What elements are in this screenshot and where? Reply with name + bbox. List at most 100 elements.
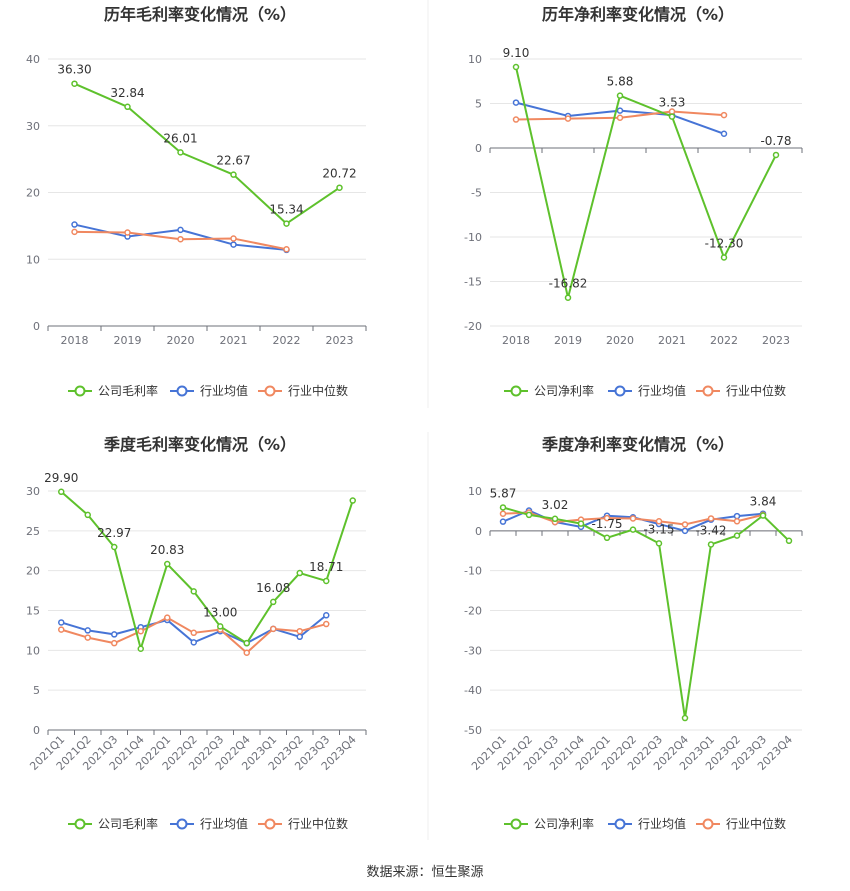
data-point-company: [785, 537, 793, 545]
data-point-company: [217, 623, 224, 630]
data-point-industry_avg: [177, 226, 184, 234]
data-point-company: [512, 63, 520, 71]
legend-label: 公司毛利率: [98, 383, 158, 398]
data-point-company: [603, 534, 611, 542]
data-label: -3.42: [695, 523, 726, 537]
data-point-industry_median: [283, 245, 290, 253]
data-point-industry_avg: [616, 107, 624, 114]
y-tick-label: 40: [26, 53, 40, 66]
chart-title: 季度净利率变化情况（%）: [541, 435, 734, 454]
data-point-company: [177, 149, 184, 156]
data-point-company: [296, 569, 303, 577]
data-point-industry_median: [243, 649, 250, 656]
data-point-company: [499, 504, 507, 511]
y-tick-label: 10: [468, 485, 482, 498]
data-label: 32.84: [110, 86, 144, 100]
data-point-industry_median: [603, 514, 611, 522]
data-point-company: [564, 294, 572, 301]
legend-label: 公司毛利率: [98, 816, 158, 831]
data-point-industry_avg: [71, 221, 78, 228]
chart-title: 季度毛利率变化情况（%）: [103, 435, 296, 454]
legend-swatch-marker: [74, 818, 86, 830]
chart-title: 历年净利率变化情况（%）: [542, 5, 734, 24]
legend-item-company: 公司毛利率: [68, 383, 158, 398]
data-label: 22.97: [97, 526, 131, 540]
data-point-industry_median: [190, 629, 197, 637]
x-tick-label: 2022: [710, 334, 738, 347]
y-tick-label: -30: [464, 644, 482, 657]
data-label: -12.30: [705, 236, 744, 250]
data-point-company: [137, 645, 144, 652]
data-label: 36.30: [57, 63, 91, 77]
data-point-company: [733, 532, 741, 539]
data-point-industry_avg: [58, 619, 65, 626]
x-tick-label: 2019: [114, 334, 142, 347]
data-point-industry_median: [564, 115, 572, 122]
data-point-industry_avg: [720, 130, 728, 138]
series-line-company: [515, 66, 777, 299]
legend-label: 行业均值: [638, 816, 686, 831]
series-line-company: [74, 82, 341, 225]
data-point-company: [336, 184, 343, 191]
y-tick-label: -5: [471, 187, 482, 200]
data-label: 20.83: [150, 543, 184, 557]
data-point-industry_median: [512, 116, 520, 123]
legend-swatch-marker: [74, 385, 86, 397]
legend-swatch-marker: [702, 385, 714, 397]
data-point-company: [551, 515, 559, 523]
data-label: 5.88: [607, 75, 634, 89]
data-point-industry_median: [668, 108, 676, 115]
x-tick-label: 2020: [606, 334, 634, 347]
data-point-industry_avg: [733, 512, 741, 520]
data-point-company: [349, 497, 356, 504]
legend-swatch-marker: [510, 385, 522, 397]
data-point-company: [84, 511, 91, 519]
y-tick-label: 5: [475, 98, 482, 111]
legend-label: 行业均值: [638, 383, 686, 398]
x-tick-label: 2022: [273, 334, 301, 347]
data-point-company: [58, 488, 65, 496]
x-tick-label: 2018: [61, 334, 89, 347]
data-point-industry_median: [681, 521, 689, 528]
legend-swatch-marker: [614, 385, 626, 397]
y-tick-label: 5: [33, 684, 40, 697]
legend-label: 行业中位数: [726, 816, 786, 831]
y-tick-label: -10: [464, 231, 482, 244]
data-label: 9.10: [503, 46, 530, 60]
legend-swatch-marker: [176, 385, 188, 397]
data-point-company: [629, 526, 637, 533]
data-point-company: [124, 103, 131, 111]
legend-swatch-marker: [510, 818, 522, 830]
legend-item-company: 公司净利率: [504, 383, 594, 398]
data-point-company: [759, 512, 767, 519]
data-label: 29.90: [44, 471, 78, 485]
data-label: 20.72: [322, 167, 356, 181]
data-label: 15.34: [269, 203, 303, 217]
data-label: -16.82: [549, 277, 588, 291]
y-tick-label: 0: [33, 724, 40, 737]
legend-item-industry_median: 行业中位数: [258, 816, 348, 831]
data-point-industry_median: [655, 518, 663, 525]
legend-item-industry_median: 行业中位数: [696, 816, 786, 831]
chart-annual-net-margin: 历年净利率变化情况（%） -20 -15 -10 -5 0 5 10 2018 2019 2020 2…: [464, 5, 803, 398]
data-point-industry_median: [84, 634, 91, 641]
y-tick-label: 10: [468, 53, 482, 66]
data-label: 18.71: [309, 560, 343, 574]
chart-quarterly-net-margin: 季度净利率变化情况（%）-50-40-30-20-100102021Q12021…: [464, 435, 803, 831]
data-label: 3.02: [542, 498, 569, 512]
legend-swatch-marker: [614, 818, 626, 830]
legend-swatch-marker: [176, 818, 188, 830]
data-point-industry_median: [58, 626, 65, 633]
chart-title: 历年毛利率变化情况（%）: [104, 5, 296, 24]
legend-label: 行业均值: [200, 383, 248, 398]
data-point-company: [164, 560, 171, 568]
legend-swatch-marker: [702, 818, 714, 830]
legend-item-industry_median: 行业中位数: [258, 383, 348, 398]
legend-item-industry_median: 行业中位数: [696, 383, 786, 398]
data-point-industry_median: [296, 627, 303, 635]
legend-item-company: 公司毛利率: [68, 816, 158, 831]
data-point-company: [230, 171, 237, 178]
data-point-industry_median: [720, 111, 728, 119]
data-label: -1.75: [591, 517, 622, 531]
data-point-company: [681, 714, 689, 722]
